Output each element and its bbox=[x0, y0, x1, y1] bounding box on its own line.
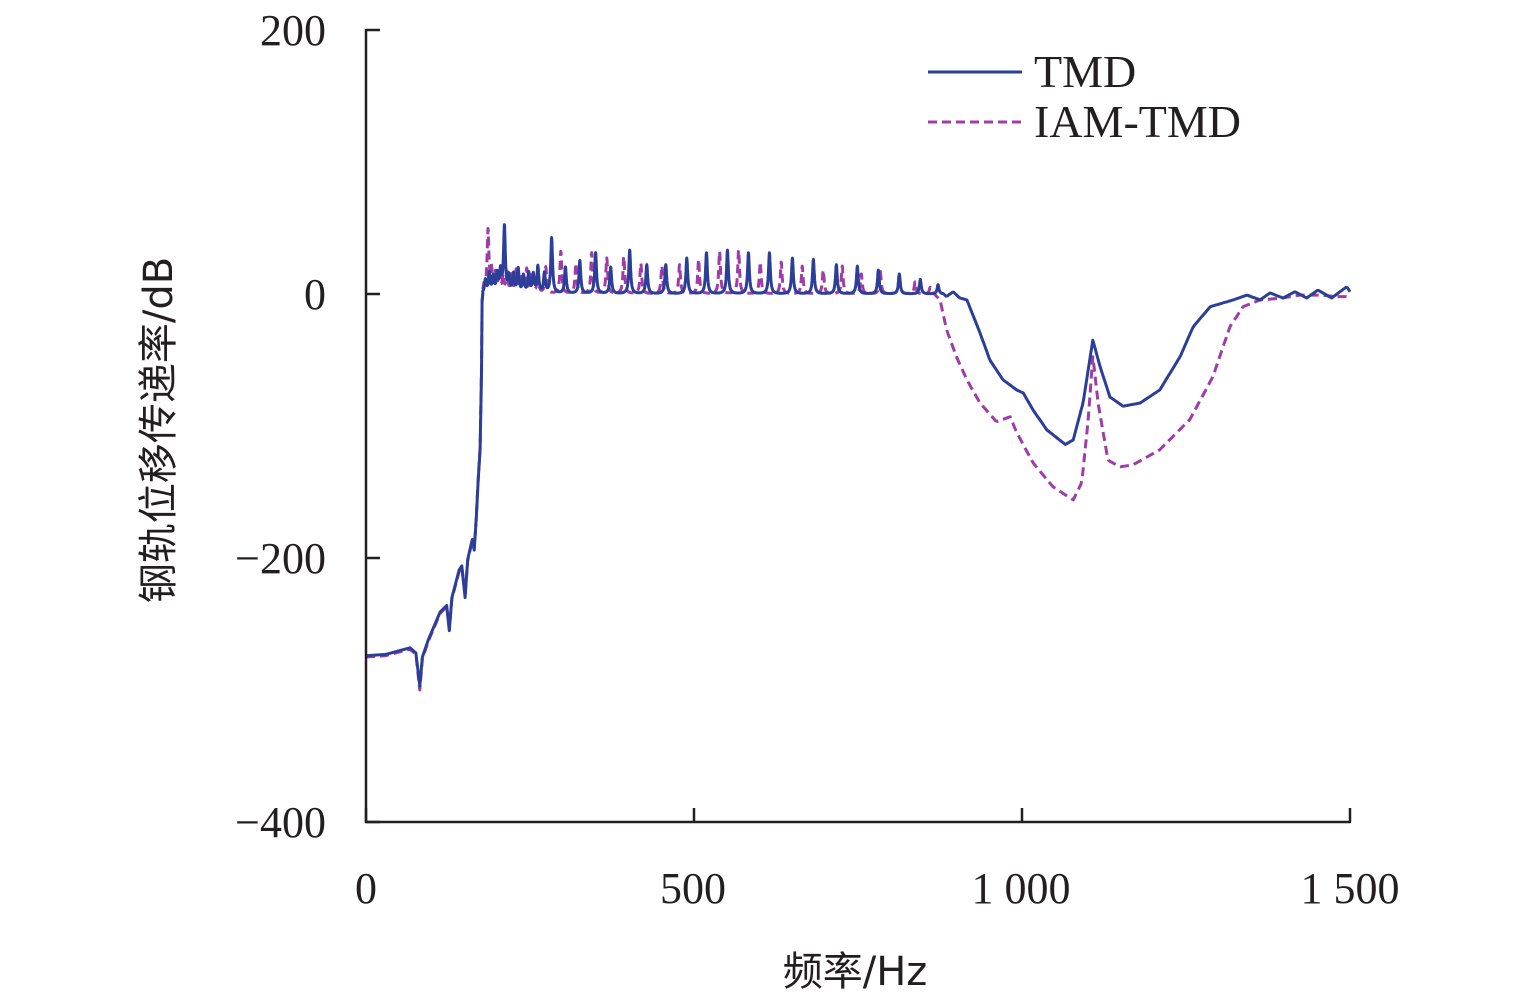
y-tick-label: 200 bbox=[260, 6, 326, 55]
y-axis-title: 钢轨位移传递率/dB bbox=[136, 257, 182, 603]
plot-lines bbox=[365, 223, 1352, 692]
legend-label-iam-tmd: IAM-TMD bbox=[1034, 96, 1241, 147]
x-tick-label: 1 000 bbox=[972, 864, 1071, 913]
legend: TMD IAM-TMD bbox=[928, 46, 1241, 147]
axis-ticks bbox=[364, 28, 1352, 824]
y-tick-label: −400 bbox=[235, 798, 326, 847]
series-line-iam-tmd bbox=[365, 227, 1351, 692]
x-axis-title: 频率/Hz bbox=[783, 949, 928, 995]
x-tick-label: 0 bbox=[355, 864, 377, 913]
y-tick-label: −200 bbox=[235, 534, 326, 583]
legend-label-tmd: TMD bbox=[1034, 46, 1136, 97]
y-tick-label: 0 bbox=[304, 270, 326, 319]
x-tick-label: 1 500 bbox=[1301, 864, 1400, 913]
series-line-tmd bbox=[365, 223, 1352, 688]
x-tick-label: 500 bbox=[660, 864, 726, 913]
